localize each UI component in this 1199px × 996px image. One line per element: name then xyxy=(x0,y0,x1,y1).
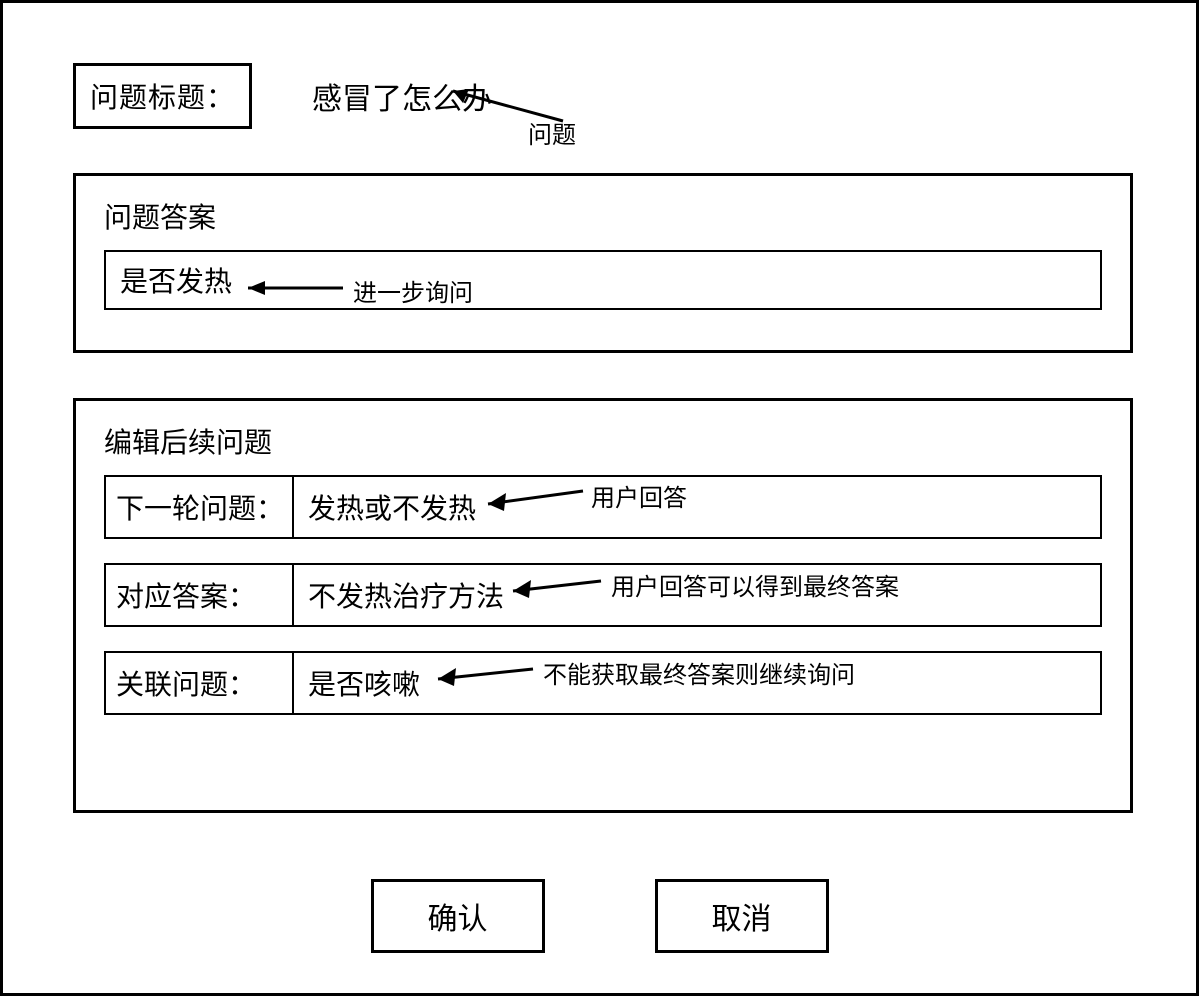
row-next-question: 下一轮问题： 发热或不发热 xyxy=(104,475,1102,539)
corresponding-answer-field[interactable]: 不发热治疗方法 xyxy=(294,563,1102,627)
dialog-frame: 问题标题： 感冒了怎么办 问题答案 是否发热 编辑后续问题 下一轮问题： 发热或… xyxy=(0,0,1199,996)
buttons-row: 确认 取消 xyxy=(3,879,1196,953)
row-corresponding-answer: 对应答案： 不发热治疗方法 xyxy=(104,563,1102,627)
answer-heading: 问题答案 xyxy=(104,196,1102,236)
row-related-question: 关联问题： 是否咳嗽 xyxy=(104,651,1102,715)
next-question-label: 下一轮问题： xyxy=(104,475,294,539)
followup-section: 编辑后续问题 下一轮问题： 发热或不发热 对应答案： 不发热治疗方法 关联问题：… xyxy=(73,398,1133,813)
corresponding-answer-label: 对应答案： xyxy=(104,563,294,627)
annotation-question: 问题 xyxy=(528,115,576,150)
cancel-button[interactable]: 取消 xyxy=(655,879,829,953)
followup-heading: 编辑后续问题 xyxy=(104,421,1102,461)
answer-section: 问题答案 是否发热 xyxy=(73,173,1133,353)
title-label: 问题标题： xyxy=(73,63,252,129)
related-question-field[interactable]: 是否咳嗽 xyxy=(294,651,1102,715)
confirm-button[interactable]: 确认 xyxy=(371,879,545,953)
title-row: 问题标题： 感冒了怎么办 xyxy=(73,63,492,129)
title-value[interactable]: 感冒了怎么办 xyxy=(312,74,492,118)
related-question-label: 关联问题： xyxy=(104,651,294,715)
answer-field[interactable]: 是否发热 xyxy=(104,250,1102,310)
next-question-field[interactable]: 发热或不发热 xyxy=(294,475,1102,539)
